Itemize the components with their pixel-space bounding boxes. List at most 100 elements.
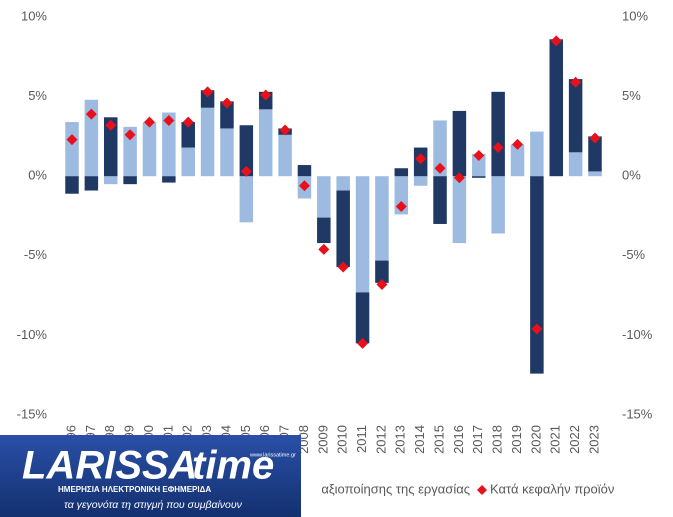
diamond-marker: [589, 132, 601, 144]
y2-tick-label: 10%: [622, 8, 648, 23]
bar-segment: [588, 171, 602, 177]
diamond-marker: [337, 261, 349, 273]
bar-segment: [336, 190, 350, 267]
bar-segment: [375, 176, 389, 261]
bar-segment: [278, 134, 292, 177]
y2-tick-label: 0%: [622, 168, 641, 183]
bar-segment: [258, 109, 273, 177]
y-tick-label: -5%: [24, 247, 48, 262]
diamond-marker: [124, 129, 136, 141]
bar-segment: [336, 176, 350, 191]
bar-segment: [355, 176, 370, 293]
bar-segment: [317, 176, 331, 218]
diamond-marker: [415, 153, 427, 165]
logo-url: www.larissatime.gr: [249, 452, 296, 458]
x-tick-label: 2009: [315, 425, 330, 454]
legend-label: αξιοποίησης της εργασίας: [321, 481, 470, 496]
diamond-marker: [202, 86, 214, 98]
x-tick-label: 2023: [586, 425, 601, 454]
x-tick-label: 2013: [393, 425, 408, 454]
diamond-marker: [473, 150, 485, 162]
x-tick-label: 2022: [567, 425, 582, 454]
x-tick-label: 2015: [431, 425, 446, 454]
bar-segment: [472, 153, 486, 177]
x-tick-label: 2020: [528, 425, 543, 454]
diamond-marker: [260, 89, 272, 101]
bar-segment: [142, 122, 157, 177]
diamond-marker: [143, 116, 155, 128]
logo: LARISSA time ΗΜΕΡΗΣΙΑ ΗΛΕΚΤΡΟΝΙΚΗ ΕΦΗΜΕΡ…: [0, 435, 301, 517]
bar-segment: [568, 152, 583, 177]
bar-segment: [472, 176, 486, 178]
legend-label: Κατά κεφαλήν προϊόν: [490, 481, 614, 496]
x-tick-label: 2011: [354, 425, 369, 453]
x-tick-label: 2019: [509, 425, 524, 454]
bar-segment: [530, 176, 544, 374]
bar-segment: [588, 136, 602, 172]
diamond-marker: [357, 337, 369, 349]
y2-tick-label: -15%: [622, 406, 653, 421]
y-tick-label: -10%: [17, 327, 48, 342]
x-tick-label: 2016: [451, 425, 466, 454]
diamond-marker: [66, 134, 78, 146]
bar-segment: [65, 122, 79, 177]
bar-segment: [549, 39, 564, 177]
diamond-marker: [492, 142, 504, 154]
logo-subtitle: ΗΜΕΡΗΣΙΑ ΗΛΕΚΤΡΟΝΙΚΗ ΕΦΗΜΕΡΙΔΑ: [58, 485, 211, 494]
bar-segment: [84, 176, 99, 191]
bar-segment: [65, 176, 79, 194]
bar-segment: [375, 260, 389, 283]
diamond-marker: [395, 200, 407, 212]
bar-segment: [181, 147, 195, 177]
bar-segment: [510, 144, 525, 177]
bar-segment: [317, 217, 331, 244]
y2-tick-label: -5%: [622, 247, 646, 262]
logo-brand: LARISSA: [22, 444, 198, 488]
diamond-marker: [240, 165, 252, 177]
y-tick-label: 5%: [28, 88, 47, 103]
logo-brand-second: time: [192, 444, 274, 488]
x-tick-label: 2014: [412, 425, 427, 454]
diamond-marker: [434, 162, 446, 174]
diamond-marker: [376, 278, 388, 290]
bar-segment: [239, 176, 254, 223]
bar-segment: [220, 101, 234, 129]
diamond-marker: [570, 76, 582, 88]
bar-segment: [452, 110, 467, 177]
x-tick-label: 2012: [373, 425, 388, 454]
bar-segment: [103, 117, 118, 177]
y-tick-label: -15%: [17, 406, 48, 421]
diamond-marker: [105, 119, 117, 131]
bar-segment: [394, 168, 409, 177]
y-tick-label: 0%: [28, 168, 47, 183]
diamond-marker: [550, 35, 562, 47]
bar-segment: [530, 131, 544, 177]
bar-segment: [103, 176, 118, 185]
bar-segment: [413, 176, 428, 186]
legend-marker: [477, 485, 487, 495]
y-tick-label: 10%: [21, 8, 47, 23]
y2-tick-label: -10%: [622, 327, 653, 342]
diamond-marker: [453, 172, 465, 184]
bar-segment: [491, 91, 505, 177]
diamond-marker: [182, 116, 194, 128]
diamond-marker: [221, 97, 233, 109]
x-tick-label: 2018: [490, 425, 505, 454]
bar-segment: [297, 165, 312, 177]
bar-segment: [84, 99, 99, 177]
x-tick-label: 2010: [335, 425, 350, 454]
bar-segment: [568, 79, 583, 153]
bar-segment: [355, 292, 370, 344]
diamond-marker: [531, 323, 543, 335]
diamond-marker: [163, 114, 175, 126]
bar-segment: [452, 176, 467, 244]
diamond-marker: [318, 243, 330, 255]
bar-segment: [162, 176, 176, 183]
plot-area: -15%-10%-5%0%5%10%-15%-10%-5%0%5%10%1996…: [17, 8, 653, 496]
bar-segment: [200, 90, 215, 108]
diamond-marker: [298, 180, 310, 192]
bar-segment: [123, 176, 137, 185]
bar-segment: [239, 125, 254, 177]
bar-segment: [491, 176, 505, 234]
